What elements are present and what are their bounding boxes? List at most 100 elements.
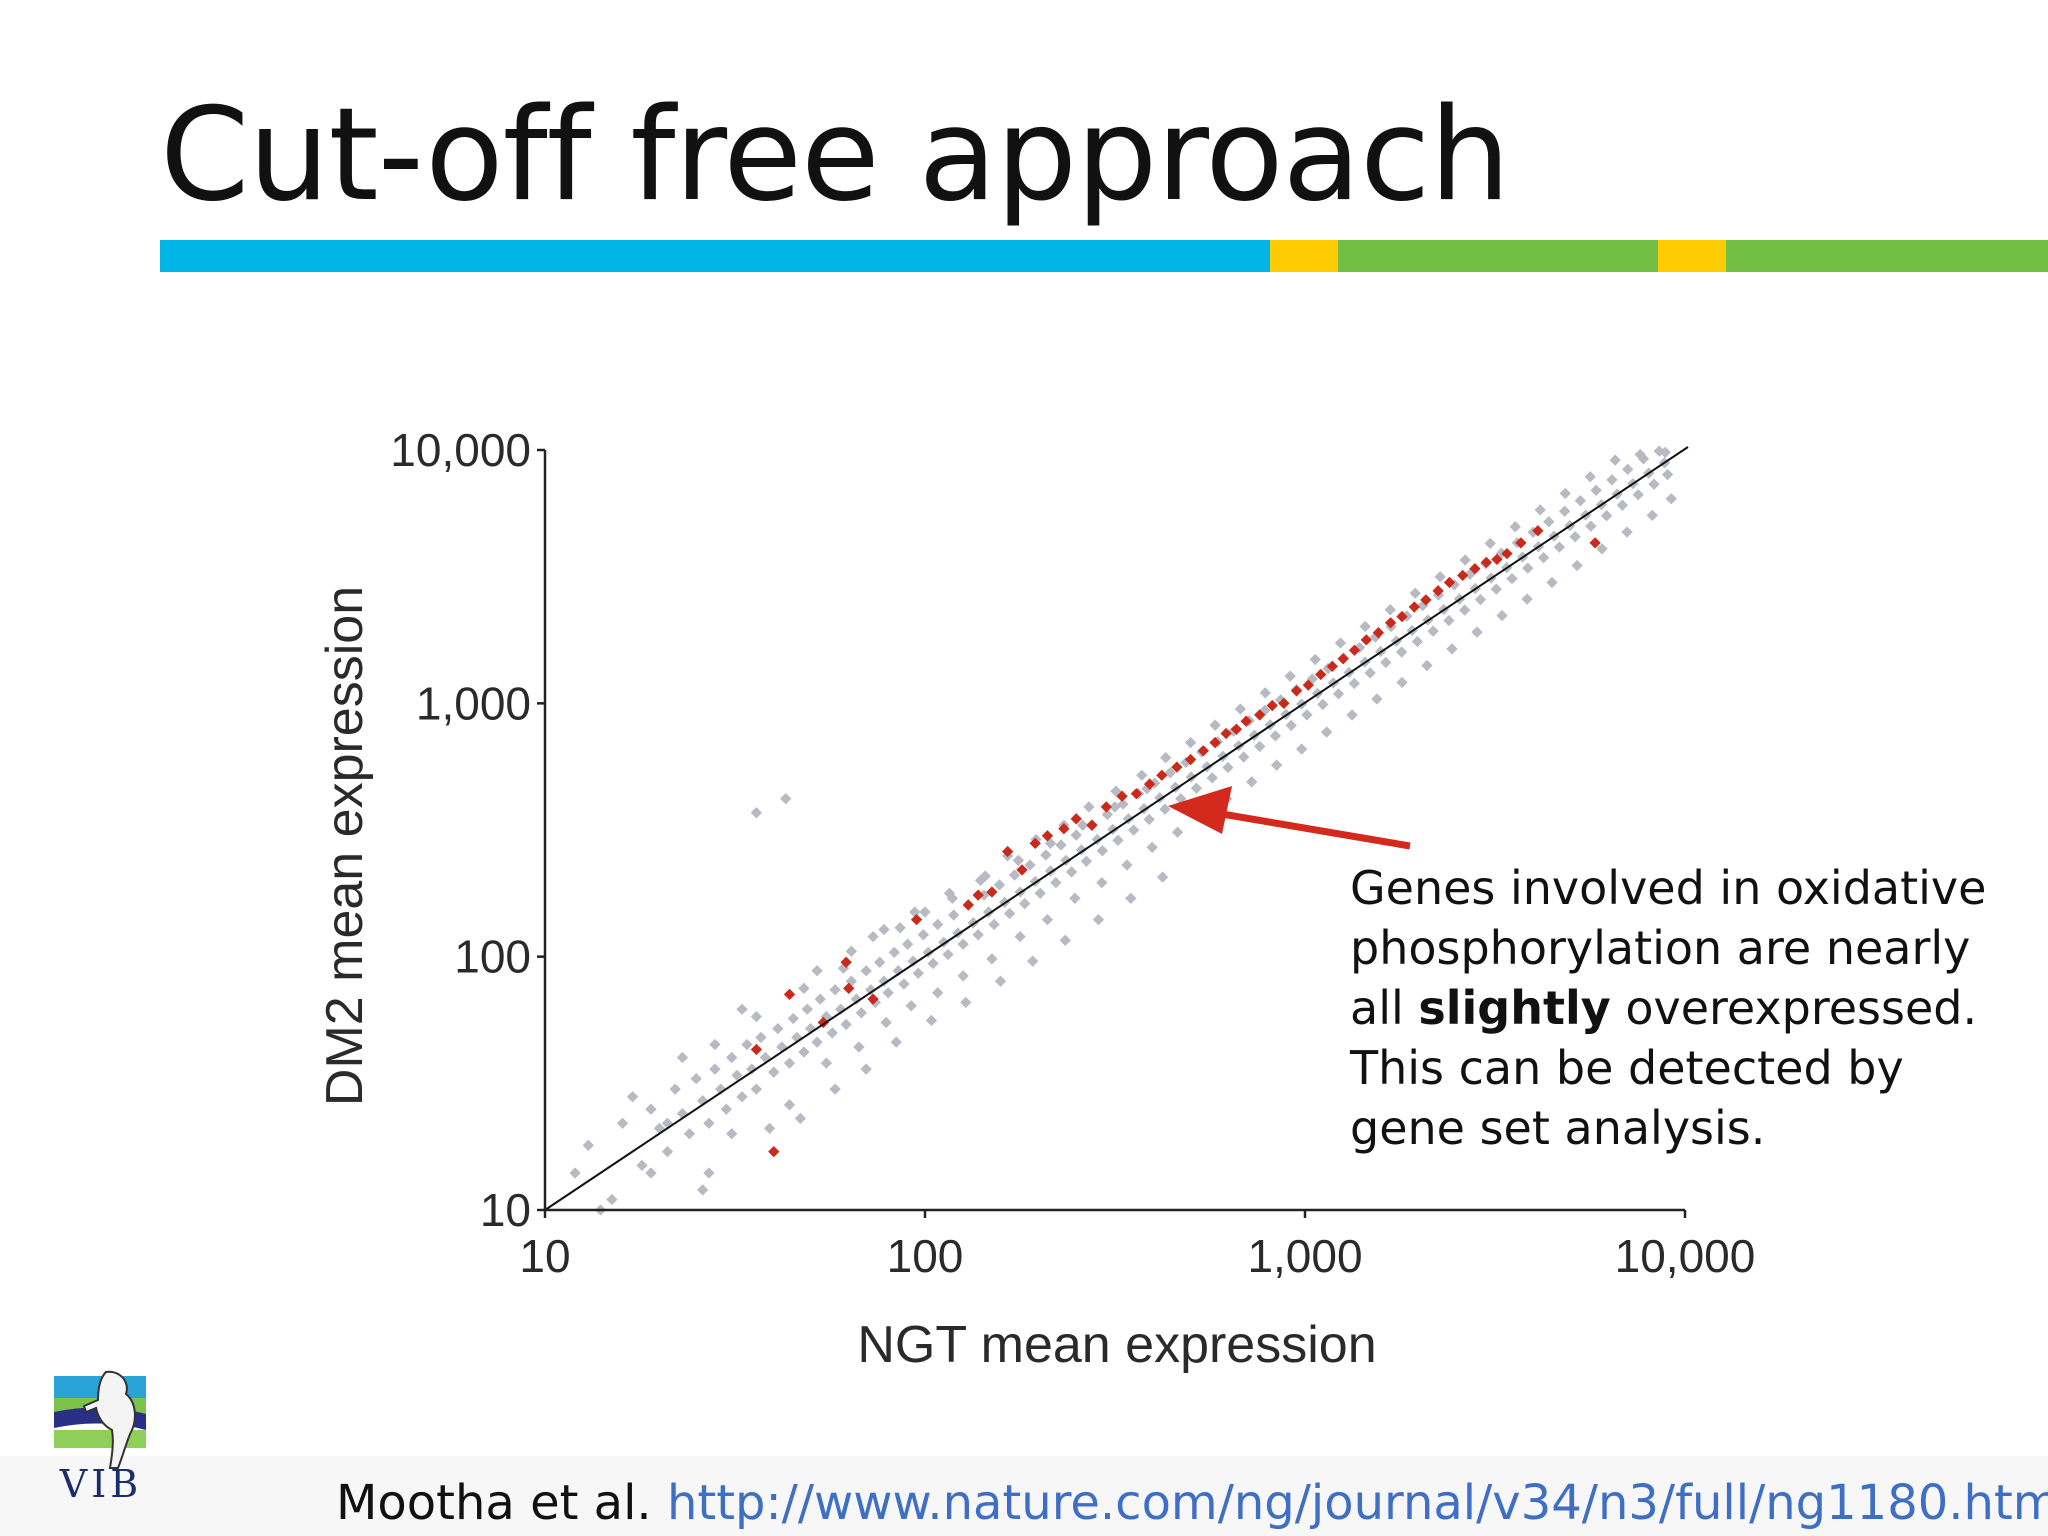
y-tick-label: 100 — [454, 931, 531, 983]
gene-point — [783, 1057, 796, 1069]
gene-point — [1059, 934, 1071, 946]
y-tick-label: 10 — [480, 1184, 531, 1236]
gene-point — [1003, 907, 1016, 920]
gene-point — [880, 1016, 892, 1029]
gene-point — [878, 923, 890, 936]
annotation-line: Genes involved in oxidative — [1350, 861, 1987, 915]
gene-point — [1446, 643, 1458, 655]
annotation-arrow — [1221, 810, 1411, 850]
gene-point — [860, 1063, 872, 1075]
gene-point — [1490, 583, 1502, 595]
citation-link[interactable]: http://www.nature.com/ng/journal/v34/n3/… — [666, 1475, 2048, 1531]
gene-point — [853, 1041, 865, 1053]
oxphos-gene-point — [768, 1145, 780, 1158]
gene-point — [1041, 913, 1054, 926]
gene-point — [1474, 593, 1487, 606]
gene-point — [811, 1036, 823, 1048]
gene-point — [1238, 751, 1250, 763]
gene-point — [736, 1091, 748, 1103]
gene-point — [1096, 845, 1109, 857]
gene-point — [1364, 667, 1376, 679]
oxphos-gene-point — [1532, 525, 1544, 537]
gene-point — [1125, 892, 1137, 904]
gene-point — [1034, 887, 1046, 899]
gene-point — [683, 1128, 696, 1140]
gene-point — [1127, 824, 1140, 836]
gene-point — [768, 1066, 780, 1078]
gene-point — [1019, 897, 1031, 910]
oxphos-gene-point — [1220, 727, 1232, 740]
gene-point — [1164, 767, 1176, 779]
gene-point — [720, 1103, 732, 1115]
gene-point — [1222, 761, 1234, 774]
gene-point — [993, 879, 1006, 891]
oxphos-gene-point — [1254, 709, 1266, 721]
gene-point — [1101, 808, 1114, 821]
gene-point — [1596, 543, 1608, 555]
gene-point — [746, 1063, 758, 1075]
gene-point — [1334, 637, 1347, 649]
title-bar-segment-green — [1338, 240, 1658, 272]
gene-point — [917, 929, 929, 941]
gene-point — [814, 993, 826, 1005]
gene-point — [867, 930, 879, 943]
gene-point — [1396, 676, 1408, 689]
oxphos-gene-point — [1432, 585, 1444, 597]
gene-point — [994, 975, 1007, 987]
gene-point — [1496, 609, 1508, 622]
vib-logo-icon — [54, 1370, 146, 1469]
oxphos-gene-point — [1315, 668, 1327, 681]
scatter-chart: 10 100 1,000 10,000 10 100 1,000 10,000 NGT me… — [316, 424, 1755, 1374]
oxphos-gene-point — [867, 993, 879, 1005]
gene-point — [829, 1083, 841, 1095]
gene-point — [616, 1117, 629, 1129]
gene-point — [1521, 593, 1533, 605]
gene-point — [1609, 454, 1621, 466]
gene-point — [703, 1167, 715, 1179]
gene-point — [780, 793, 792, 805]
gene-point — [855, 1007, 868, 1019]
gene-point — [1622, 463, 1634, 475]
gene-point — [1569, 531, 1581, 543]
annotation-arrow-head — [1168, 786, 1232, 834]
oxphos-gene-point — [1197, 745, 1209, 757]
gene-point — [820, 1057, 832, 1069]
gene-point — [1571, 559, 1583, 572]
gene-point — [1254, 740, 1266, 753]
gene-point — [1574, 495, 1587, 507]
gene-point — [1558, 505, 1571, 517]
gene-point — [890, 1036, 902, 1048]
gene-point — [569, 1167, 581, 1179]
gene-point — [1546, 576, 1558, 589]
oxphos-gene-point — [1070, 813, 1082, 825]
gene-point — [1284, 670, 1296, 682]
oxphos-gene-point — [1408, 601, 1421, 613]
gene-point — [1024, 859, 1036, 871]
gene-point — [943, 887, 956, 899]
gene-point — [888, 946, 900, 959]
oxphos-gene-point — [1278, 697, 1290, 709]
gene-point — [1077, 819, 1089, 831]
gene-point — [1506, 572, 1518, 585]
oxphos-gene-point — [910, 913, 923, 926]
gene-point — [1359, 620, 1371, 633]
gene-point — [1585, 520, 1597, 532]
gene-point — [1584, 471, 1596, 483]
gene-point — [1092, 913, 1105, 926]
gene-point — [957, 938, 969, 950]
oxphos-gene-point — [1086, 819, 1098, 831]
gene-point — [1270, 759, 1283, 771]
gene-point — [1371, 693, 1383, 705]
gene-point — [1665, 493, 1677, 505]
oxphos-gene-point — [1469, 563, 1481, 575]
gene-point — [1083, 801, 1095, 813]
gene-point — [661, 1145, 674, 1158]
gene-point — [927, 957, 939, 970]
annotation-text: Genes involved in oxidative phosphorylat… — [1350, 858, 2030, 1158]
oxphos-gene-point — [1209, 736, 1221, 749]
gene-point — [1427, 625, 1439, 637]
gene-point — [1050, 876, 1062, 889]
gene-point — [636, 1159, 648, 1172]
x-tick-label: 100 — [887, 1230, 964, 1282]
oxphos-gene-point — [1326, 660, 1338, 672]
